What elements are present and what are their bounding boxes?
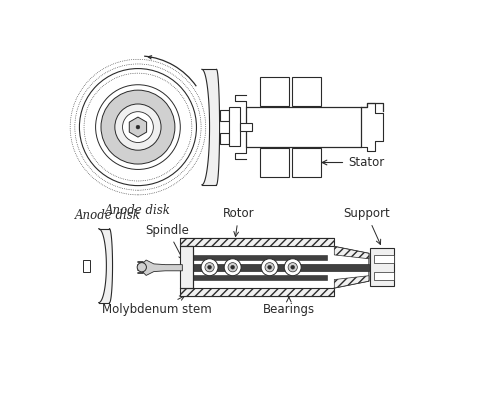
Bar — [193, 255, 326, 259]
Circle shape — [201, 259, 218, 276]
Bar — [83, 259, 90, 272]
Circle shape — [268, 266, 272, 269]
Circle shape — [265, 263, 274, 272]
Circle shape — [291, 266, 294, 269]
Circle shape — [122, 112, 153, 143]
Bar — [292, 77, 321, 106]
Bar — [374, 272, 393, 279]
Text: Spindle: Spindle — [146, 224, 189, 260]
Text: Stator: Stator — [322, 156, 384, 169]
Bar — [180, 247, 193, 288]
Text: Anode disk: Anode disk — [75, 210, 141, 222]
Circle shape — [231, 266, 235, 269]
Circle shape — [207, 266, 211, 269]
Bar — [229, 107, 240, 145]
Bar — [180, 238, 334, 247]
Polygon shape — [129, 117, 147, 137]
Bar — [219, 133, 229, 144]
Polygon shape — [202, 69, 219, 185]
Text: Rotor: Rotor — [223, 207, 255, 236]
Bar — [370, 248, 393, 286]
Circle shape — [79, 69, 196, 186]
Polygon shape — [98, 229, 112, 302]
Bar — [240, 123, 252, 131]
Polygon shape — [334, 276, 369, 288]
Circle shape — [101, 90, 175, 164]
Text: Support: Support — [343, 207, 390, 245]
Bar — [193, 275, 326, 279]
Circle shape — [136, 125, 140, 129]
Bar — [246, 107, 361, 147]
Circle shape — [288, 263, 297, 272]
Circle shape — [228, 263, 237, 272]
Bar — [180, 247, 334, 288]
Text: Anode disk: Anode disk — [105, 204, 171, 217]
Bar — [193, 264, 369, 271]
Bar — [260, 148, 289, 177]
Bar — [219, 110, 229, 121]
Circle shape — [284, 259, 301, 276]
Bar — [180, 288, 334, 296]
Circle shape — [137, 263, 146, 272]
Circle shape — [115, 104, 161, 150]
Polygon shape — [334, 247, 369, 259]
Text: Bearings: Bearings — [263, 297, 315, 316]
Bar — [260, 77, 289, 106]
Bar — [292, 148, 321, 177]
Circle shape — [261, 259, 278, 276]
Bar — [374, 255, 393, 263]
Text: Molybdenum stem: Molybdenum stem — [102, 296, 212, 316]
Circle shape — [224, 259, 241, 276]
Circle shape — [205, 263, 214, 272]
